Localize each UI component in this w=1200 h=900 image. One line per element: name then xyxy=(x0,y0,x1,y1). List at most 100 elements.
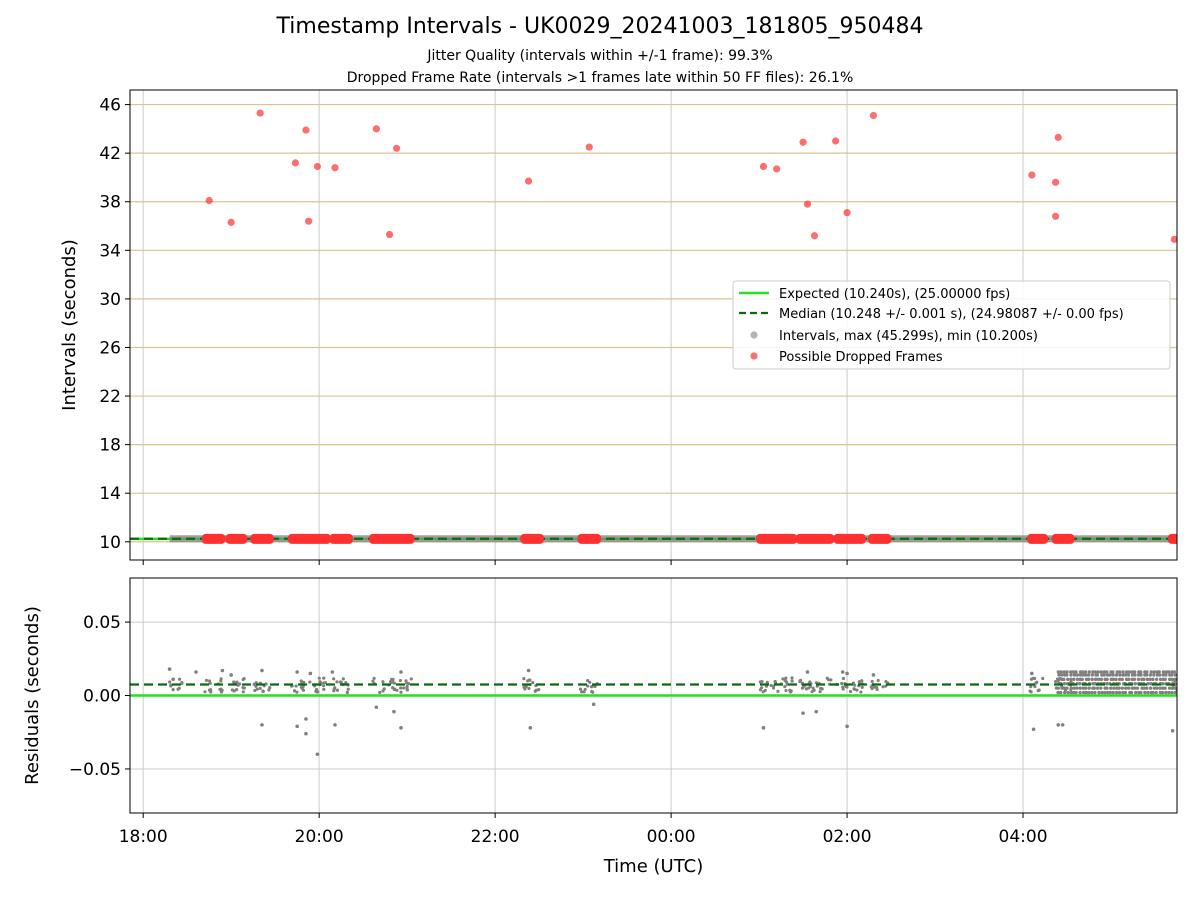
residual-dense-point xyxy=(1074,670,1078,674)
residual-point xyxy=(783,685,787,689)
residual-dense-point xyxy=(1145,677,1150,682)
residual-dense-point xyxy=(1086,677,1091,682)
residual-dense-point xyxy=(1102,670,1107,674)
residual-dense-point xyxy=(1108,673,1112,677)
xtick-label: 04:00 xyxy=(999,827,1048,847)
residual-outlier-point xyxy=(1060,723,1065,727)
residual-dense-point xyxy=(1099,670,1103,674)
residual-dense-point xyxy=(1157,670,1161,674)
residual-point xyxy=(848,689,853,694)
residual-dense-point xyxy=(1095,673,1100,677)
legend-intervals-swatch xyxy=(750,331,758,339)
legend-dropped-swatch xyxy=(750,352,758,360)
residual-point xyxy=(522,677,526,681)
dropped-frame-point xyxy=(585,143,593,151)
residual-point xyxy=(381,680,385,684)
dropped-frame-point xyxy=(869,111,878,120)
xtick-label: 22:00 xyxy=(471,827,520,847)
residual-dense-point xyxy=(1121,673,1125,677)
residual-dense-point xyxy=(1158,677,1163,682)
dropped-frame-point xyxy=(810,232,819,240)
residual-point xyxy=(818,690,822,694)
dropped-frame-cluster xyxy=(867,533,892,544)
residual-dense-point xyxy=(1149,682,1153,686)
residual-dense-point xyxy=(1146,682,1150,686)
residual-dense-point xyxy=(1056,686,1061,690)
residual-dense-point xyxy=(1065,686,1069,690)
residual-dense-point xyxy=(1093,690,1097,695)
residual-point xyxy=(1041,676,1045,681)
residual-point xyxy=(267,688,271,692)
residual-dense-point xyxy=(1078,690,1082,695)
residual-dense-point xyxy=(1100,673,1104,677)
residual-dense-point xyxy=(1149,670,1153,674)
top-ytick-label: 38 xyxy=(99,193,121,213)
residual-point xyxy=(294,684,298,688)
residual-point xyxy=(399,690,403,694)
residual-dense-point xyxy=(1090,677,1094,682)
residual-dense-point xyxy=(1105,690,1110,695)
residual-dense-point xyxy=(1111,670,1115,674)
residual-dense-point xyxy=(1080,677,1084,682)
dropped-frame-point xyxy=(313,162,322,171)
residual-outlier-point xyxy=(220,668,225,673)
residual-outlier-point xyxy=(304,731,308,736)
bottom-ytick-label: 0.05 xyxy=(83,613,121,633)
residual-dense-point xyxy=(1152,670,1156,674)
residual-dense-point xyxy=(1062,677,1066,682)
residual-outlier-point xyxy=(392,709,396,714)
residual-point xyxy=(1054,680,1058,684)
residual-point xyxy=(236,683,240,687)
residual-dense-point xyxy=(1151,690,1155,695)
residual-point xyxy=(253,688,257,693)
residual-point xyxy=(523,687,527,691)
residual-point xyxy=(258,686,262,690)
residual-point xyxy=(168,680,172,684)
residual-dense-point xyxy=(1080,670,1085,674)
residual-dense-point xyxy=(1084,686,1088,690)
residual-dense-point xyxy=(1099,677,1104,682)
dropped-frame-point xyxy=(773,165,781,173)
residual-dense-point xyxy=(1167,690,1171,695)
residual-dense-point xyxy=(1056,690,1060,695)
xtick-label: 00:00 xyxy=(647,827,696,847)
residual-point xyxy=(204,678,209,682)
residual-dense-point xyxy=(1163,677,1167,682)
residual-dense-point xyxy=(1093,677,1098,682)
residual-point xyxy=(371,679,375,683)
residual-outlier-point xyxy=(308,671,313,676)
residual-dense-point xyxy=(1057,677,1061,682)
dropped-frame-point xyxy=(524,177,533,185)
residual-dense-point xyxy=(1126,686,1131,690)
residual-point xyxy=(800,686,805,690)
residual-dense-point xyxy=(1087,686,1091,690)
intervals-band xyxy=(169,535,1177,543)
residual-dense-point xyxy=(1173,677,1177,682)
residual-dense-point xyxy=(1091,682,1095,686)
residual-dense-point xyxy=(1096,677,1101,682)
residual-dense-point xyxy=(1148,686,1153,690)
residual-point xyxy=(207,688,212,692)
residual-dense-point xyxy=(1145,673,1149,677)
residual-outlier-point xyxy=(229,673,233,677)
residual-dense-point xyxy=(1069,677,1073,682)
residual-dense-point xyxy=(1173,673,1177,677)
residual-dense-point xyxy=(1090,673,1094,677)
dropped-frame-cluster xyxy=(833,533,866,544)
legend-entry-label: Median (10.248 +/- 0.001 s), (24.98087 +… xyxy=(779,307,1124,322)
residual-dense-point xyxy=(1148,677,1152,682)
residual-dense-point xyxy=(1074,690,1078,695)
residual-dense-point xyxy=(1114,677,1118,682)
residual-point xyxy=(524,684,528,689)
residual-dense-point xyxy=(1065,670,1069,674)
residual-dense-point xyxy=(1123,673,1128,677)
residual-dense-point xyxy=(1139,673,1143,677)
residual-dense-point xyxy=(1172,670,1177,674)
residual-dense-point xyxy=(1108,690,1113,695)
residual-point xyxy=(819,686,823,690)
residual-dense-point xyxy=(1062,686,1066,690)
residual-dense-point xyxy=(1166,670,1171,674)
residual-dense-point xyxy=(1083,670,1088,674)
residual-point xyxy=(203,690,207,694)
